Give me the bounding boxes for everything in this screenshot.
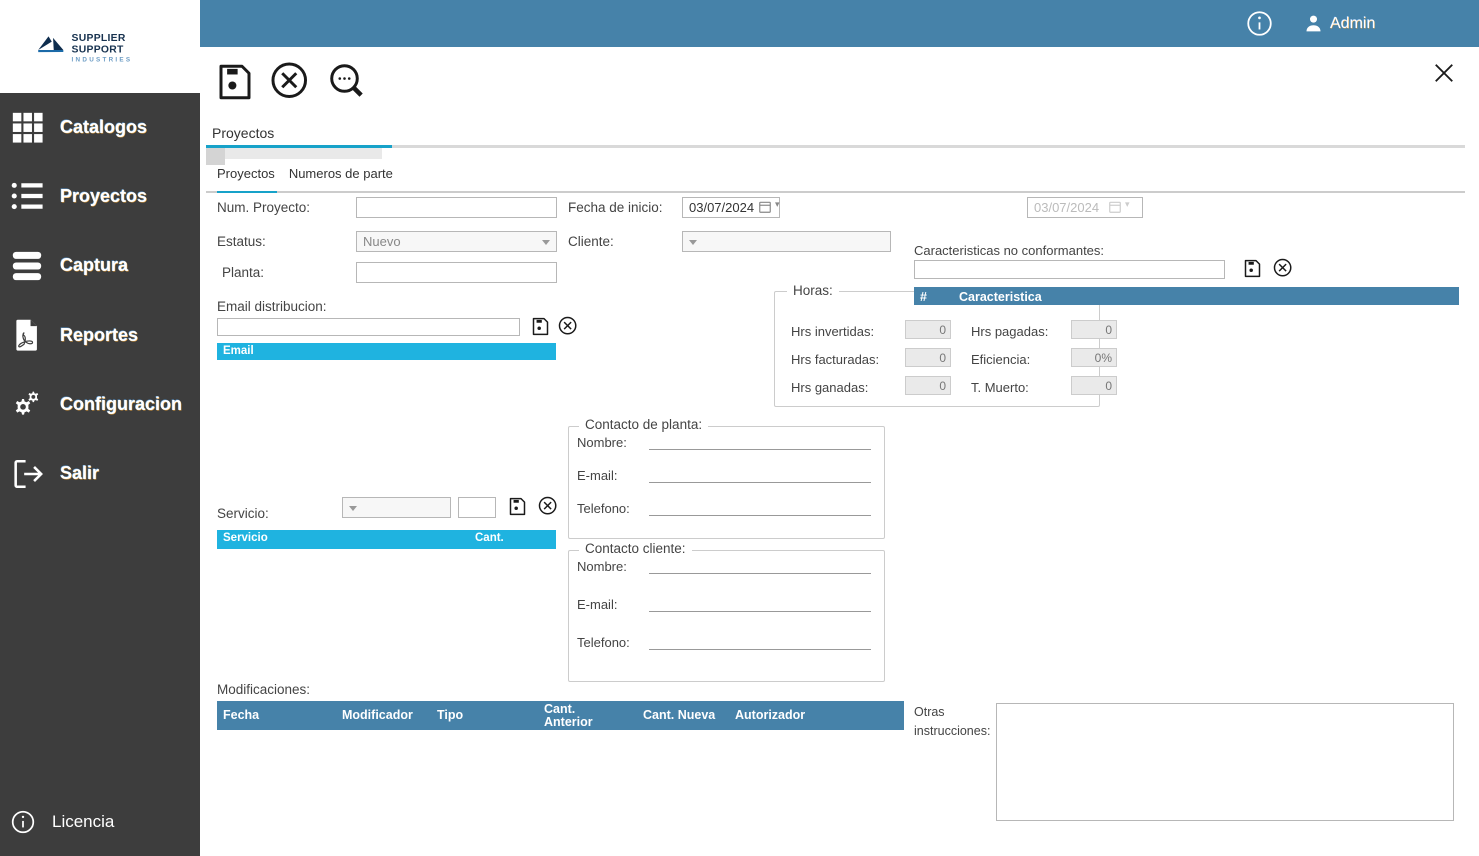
svg-text:SUPPLIER: SUPPLIER xyxy=(72,33,126,44)
svg-text:INDUSTRIES: INDUSTRIES xyxy=(72,57,133,64)
svg-text:SUPPORT: SUPPORT xyxy=(72,45,124,56)
